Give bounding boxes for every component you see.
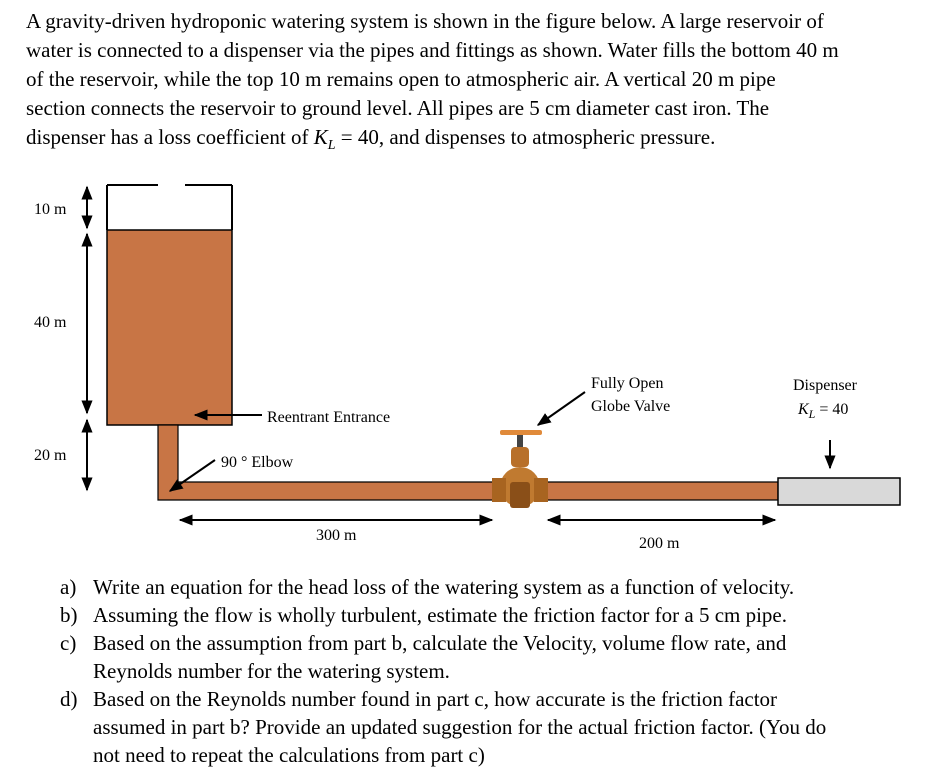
globe-valve <box>492 430 548 508</box>
problem-line: dispenser has a loss coefficient of KL =… <box>26 125 715 153</box>
symbol: K <box>313 125 329 149</box>
problem-statement: A gravity-driven hydroponic watering sys… <box>26 9 839 120</box>
question-line: Write an equation for the head loss of t… <box>93 575 794 599</box>
question-line: Based on the Reynolds number found in pa… <box>93 687 777 711</box>
dimension-label: 10 m <box>34 201 67 218</box>
question-line: Reynolds number for the watering system. <box>93 659 450 683</box>
text: = 40, and dispenses to atmospheric press… <box>336 125 716 149</box>
questions: a) Write an equation for the head loss of… <box>60 575 826 767</box>
problem-line: section connects the reservoir to ground… <box>26 96 769 120</box>
label: 90 ° Elbow <box>221 454 294 471</box>
dimension-label: 20 m <box>34 447 67 464</box>
pointer <box>536 391 586 426</box>
question-label: b) <box>60 603 78 627</box>
label: Globe Valve <box>591 398 670 415</box>
label: Fully Open <box>591 375 663 392</box>
subscript: L <box>808 407 816 421</box>
question-line: Based on the assumption from part b, cal… <box>93 631 787 655</box>
pointer <box>168 459 216 492</box>
problem-line: water is connected to a dispenser via th… <box>26 38 839 62</box>
question-label: c) <box>60 631 76 655</box>
text: dispenser has a loss coefficient of <box>26 125 314 149</box>
question-line: not need to repeat the calculations from… <box>93 743 485 767</box>
label: Dispenser <box>793 377 858 394</box>
subscript: L <box>327 138 336 153</box>
dimension-label: 40 m <box>34 314 67 331</box>
symbol: K <box>797 401 810 418</box>
problem-line: A gravity-driven hydroponic watering sys… <box>26 9 824 33</box>
text: = 40 <box>815 401 848 418</box>
dimension-label: 200 m <box>639 535 680 552</box>
dimension-label: 300 m <box>316 527 357 544</box>
question-line: Assuming the flow is wholly turbulent, e… <box>93 603 787 627</box>
water <box>106 229 233 426</box>
diagram: 10 m 40 m 20 m Reentrant Entrance 90 ° E… <box>34 184 901 552</box>
question-label: a) <box>60 575 76 599</box>
label: Reentrant Entrance <box>267 409 390 426</box>
problem-line: of the reservoir, while the top 10 m rem… <box>26 67 776 91</box>
label: KL = 40 <box>797 401 848 421</box>
dispenser <box>777 477 901 506</box>
question-line: assumed in part b? Provide an updated su… <box>93 715 826 739</box>
question-label: d) <box>60 687 78 711</box>
